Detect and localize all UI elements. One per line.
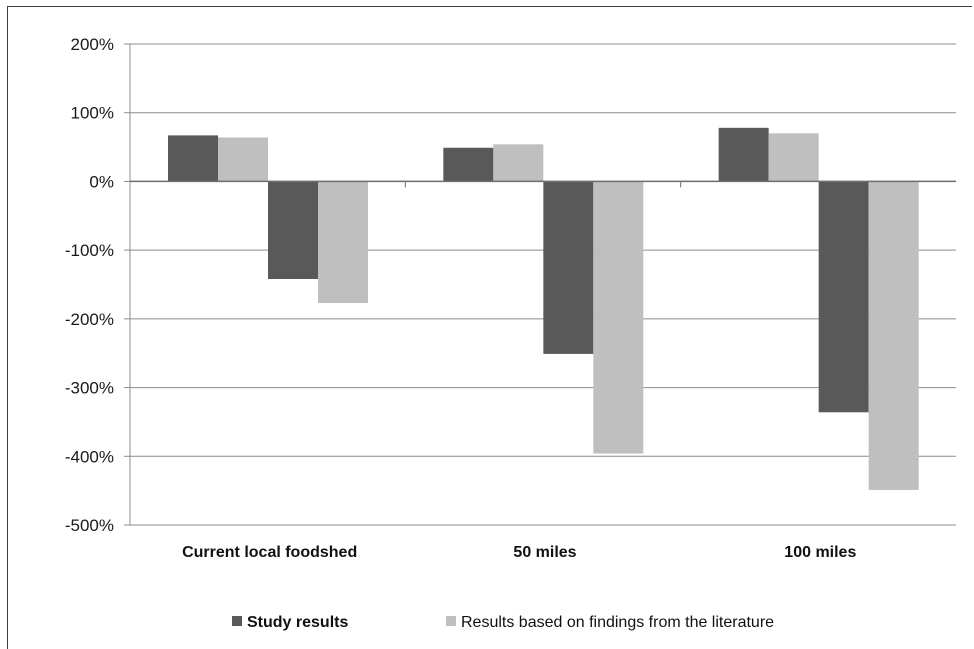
- y-tick-label: 200%: [71, 35, 114, 54]
- category-labels: Current local foodshed 50 miles 100 miles: [182, 544, 856, 561]
- y-tick-label: -100%: [65, 241, 114, 260]
- bars: [168, 127, 919, 490]
- chart-frame: [7, 6, 972, 649]
- legend-label: Study results: [247, 614, 348, 631]
- bar: [593, 181, 644, 454]
- bar: [218, 137, 268, 182]
- bar: [718, 127, 769, 182]
- y-axis-tick-labels: 200% 100% 0% -100% -200% -300% -400% -500%: [65, 35, 114, 535]
- bar: [493, 144, 544, 182]
- bar: [443, 147, 494, 182]
- axes: [129, 44, 956, 525]
- category-label: 100 miles: [784, 544, 856, 561]
- bar: [868, 181, 919, 490]
- legend-swatch: [446, 616, 456, 626]
- bar: [543, 181, 594, 354]
- category-label: 50 miles: [513, 544, 576, 561]
- bar: [768, 133, 819, 182]
- y-tick-label: -500%: [65, 516, 114, 535]
- y-tick-label: 100%: [71, 104, 114, 123]
- y-tick-label: 0%: [89, 172, 114, 191]
- bar: [168, 135, 218, 182]
- category-label: Current local foodshed: [182, 544, 357, 561]
- y-tick-label: -200%: [65, 310, 114, 329]
- bar: [818, 181, 869, 413]
- legend: Study results Results based on findings f…: [232, 614, 774, 631]
- bar: [268, 181, 318, 280]
- y-tick-label: -300%: [65, 379, 114, 398]
- legend-label: Results based on findings from the liter…: [461, 614, 774, 631]
- bar: [318, 181, 368, 304]
- y-tick-label: -400%: [65, 447, 114, 466]
- legend-swatch: [232, 616, 242, 626]
